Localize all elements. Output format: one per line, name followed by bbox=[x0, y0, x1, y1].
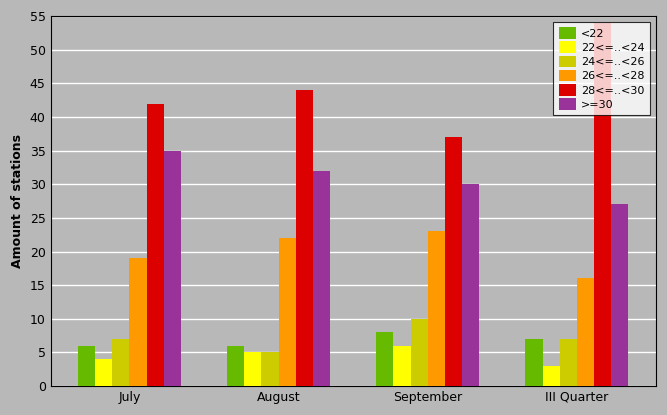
Bar bbox=[594, 23, 611, 386]
Bar bbox=[112, 339, 129, 386]
Bar bbox=[445, 137, 462, 386]
Bar bbox=[279, 238, 295, 386]
Bar bbox=[428, 231, 445, 386]
Bar bbox=[560, 339, 577, 386]
Bar bbox=[526, 339, 543, 386]
Bar bbox=[295, 90, 313, 386]
Bar bbox=[577, 278, 594, 386]
Bar bbox=[462, 184, 479, 386]
Bar bbox=[95, 359, 112, 386]
Bar bbox=[411, 319, 428, 386]
Bar bbox=[244, 352, 261, 386]
Bar bbox=[164, 151, 181, 386]
Bar bbox=[376, 332, 394, 386]
Bar bbox=[313, 171, 330, 386]
Legend: <22, 22<=..<24, 24<=..<26, 26<=..<28, 28<=..<30, >=30: <22, 22<=..<24, 24<=..<26, 26<=..<28, 28… bbox=[554, 22, 650, 115]
Bar bbox=[227, 346, 244, 386]
Bar bbox=[78, 346, 95, 386]
Bar bbox=[611, 205, 628, 386]
Bar bbox=[543, 366, 560, 386]
Y-axis label: Amount of stations: Amount of stations bbox=[11, 134, 24, 268]
Bar bbox=[394, 346, 411, 386]
Bar bbox=[147, 104, 164, 386]
Bar bbox=[261, 352, 279, 386]
Bar bbox=[129, 258, 147, 386]
